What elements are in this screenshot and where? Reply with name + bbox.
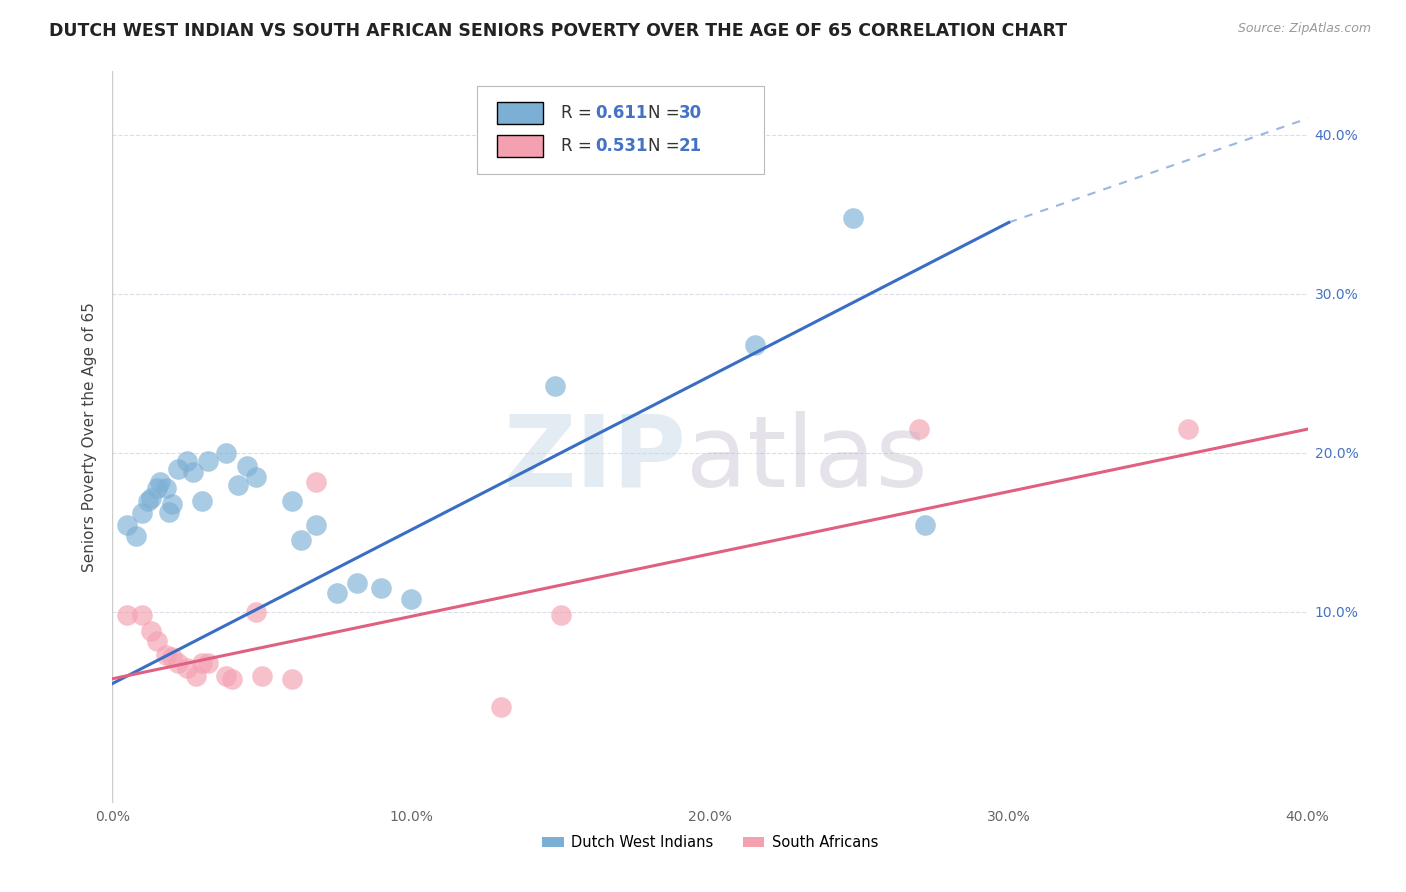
Point <box>744 338 766 352</box>
Point <box>138 493 160 508</box>
Point <box>245 470 267 484</box>
Point <box>146 633 169 648</box>
Point <box>117 517 139 532</box>
Point <box>131 608 153 623</box>
Point <box>176 454 198 468</box>
Point <box>236 458 259 473</box>
Point <box>197 656 219 670</box>
Point <box>157 505 180 519</box>
Point <box>146 481 169 495</box>
Text: R =: R = <box>561 137 596 155</box>
Y-axis label: Seniors Poverty Over the Age of 65: Seniors Poverty Over the Age of 65 <box>82 302 97 572</box>
Point <box>370 581 392 595</box>
Point <box>401 592 423 607</box>
Point <box>325 586 347 600</box>
Point <box>1177 422 1199 436</box>
Text: 21: 21 <box>679 137 702 155</box>
Point <box>908 422 931 436</box>
Point <box>215 668 238 682</box>
Point <box>281 493 304 508</box>
FancyBboxPatch shape <box>498 102 543 124</box>
Point <box>191 493 214 508</box>
Point <box>290 533 312 548</box>
Point <box>131 507 153 521</box>
Point <box>221 672 243 686</box>
Text: atlas: atlas <box>686 410 928 508</box>
Legend: Dutch West Indians, South Africans: Dutch West Indians, South Africans <box>541 836 879 850</box>
Point <box>250 668 273 682</box>
Point <box>155 481 177 495</box>
Point <box>305 517 328 532</box>
Text: R =: R = <box>561 104 596 122</box>
Point <box>346 576 368 591</box>
FancyBboxPatch shape <box>498 135 543 157</box>
Text: ZIP: ZIP <box>503 410 686 508</box>
Text: 0.611: 0.611 <box>595 104 648 122</box>
Point <box>162 497 183 511</box>
Text: N =: N = <box>648 104 685 122</box>
Point <box>550 608 572 623</box>
Point <box>117 608 139 623</box>
Point <box>215 446 238 460</box>
Point <box>226 477 249 491</box>
Point <box>155 648 177 662</box>
Text: 0.531: 0.531 <box>595 137 648 155</box>
Point <box>197 454 219 468</box>
Point <box>245 605 267 619</box>
Text: DUTCH WEST INDIAN VS SOUTH AFRICAN SENIORS POVERTY OVER THE AGE OF 65 CORRELATIO: DUTCH WEST INDIAN VS SOUTH AFRICAN SENIO… <box>49 22 1067 40</box>
Text: N =: N = <box>648 137 685 155</box>
Point <box>141 491 163 505</box>
Point <box>281 672 304 686</box>
Point <box>167 462 190 476</box>
Point <box>167 656 190 670</box>
Point <box>489 700 512 714</box>
Text: 30: 30 <box>679 104 702 122</box>
Point <box>162 649 183 664</box>
Point <box>543 379 565 393</box>
Point <box>125 529 148 543</box>
Point <box>181 465 204 479</box>
Point <box>191 656 214 670</box>
Point <box>176 660 198 674</box>
Point <box>842 211 865 225</box>
Point <box>914 517 936 532</box>
Point <box>141 624 163 638</box>
FancyBboxPatch shape <box>477 86 763 174</box>
Point <box>149 475 172 489</box>
Point <box>305 475 328 489</box>
Point <box>186 668 208 682</box>
Text: Source: ZipAtlas.com: Source: ZipAtlas.com <box>1237 22 1371 36</box>
